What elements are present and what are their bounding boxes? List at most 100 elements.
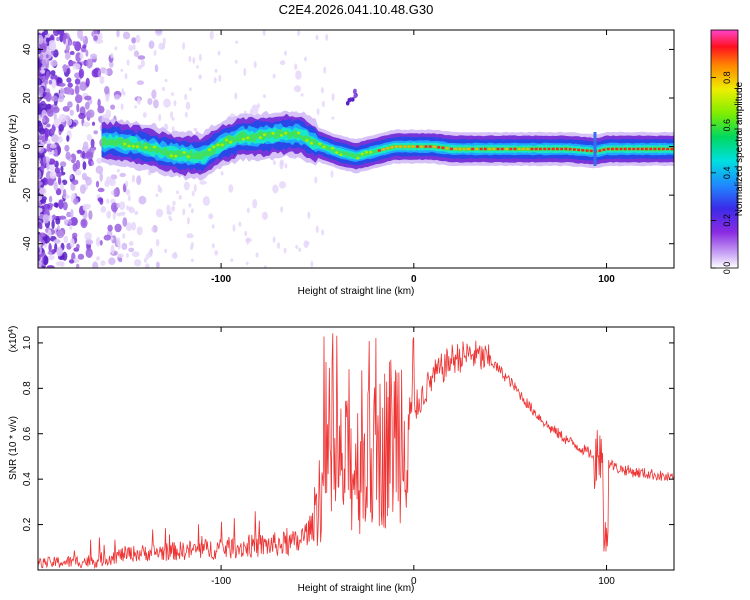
spectrogram-noise-cell [76, 243, 80, 250]
spectrogram-ridge-peak [271, 131, 275, 135]
spectrogram-noise-cell [38, 103, 45, 108]
spectrogram-noise-cell [128, 247, 135, 253]
spectrogram-noise-cell [51, 219, 55, 230]
spectrogram-ridge-peak [589, 149, 593, 153]
spectrogram-noise-cell [246, 237, 250, 245]
spectrogram-ridge-peak [386, 147, 390, 150]
spectrogram-noise-cell [126, 59, 130, 66]
spectrogram-noise-cell [155, 238, 160, 247]
spectrogram-noise-cell [182, 42, 186, 50]
spectrogram-noise-cell [198, 53, 202, 62]
spectrogram-noise-cell [111, 190, 114, 195]
spectrogram-noise-cell [198, 74, 202, 80]
spectrogram-noise-cell [82, 121, 91, 127]
spectrogram-noise-cell [300, 93, 304, 97]
snr-multiplier-exp: 4 [8, 329, 15, 333]
spectrogram-noise-cell [51, 95, 58, 102]
spectrogram-noise-cell [104, 86, 110, 95]
snr-y-tick-label: 0.8 [22, 381, 33, 395]
spectrogram-ridge-peak [517, 147, 521, 151]
spectrogram-noise-cell [46, 103, 52, 110]
spectrogram-noise-cell [184, 93, 188, 100]
spectrogram-noise-cell [234, 92, 238, 100]
spectrogram-noise-cell [56, 36, 60, 42]
spectrogram-noise-cell [74, 85, 80, 95]
spectrogram-ridge-peak [339, 153, 343, 157]
spectrogram-ridge-peak [458, 147, 462, 151]
spectrogram-noise-cell [99, 198, 104, 205]
spectrogram-noise-cell [190, 258, 194, 263]
spectrogram-noise-cell [331, 116, 335, 120]
spectrogram-noise-cell [196, 65, 199, 69]
snr-y-tick-label: 1.0 [22, 336, 33, 350]
spectrogram-ridge-peak [573, 148, 576, 151]
spectrogram-ridge-peak [284, 131, 288, 135]
spectrogram-noise-cell [72, 41, 77, 47]
spectrogram-noise-cell [122, 31, 131, 40]
snr-x-tick-label: 100 [598, 576, 615, 587]
spectrogram-noise-cell [125, 189, 131, 196]
spectrogram-ridge-peak [394, 145, 398, 148]
spectrogram-noise-cell [114, 223, 122, 233]
spectrogram-noise-cell [118, 257, 123, 263]
spectrogram-y-ticks: -40 -20 0 20 40 [22, 43, 674, 251]
spectrogram-noise-cell [110, 244, 115, 255]
spectrogram-noise-cell [67, 67, 71, 75]
spectrogram-noise-cell [234, 60, 238, 64]
spectrogram-noise-cell [162, 86, 165, 92]
spectrogram-ridge-peak [483, 147, 487, 151]
spectrogram-noise-cell [188, 87, 192, 92]
spectrogram-ridge-peak [467, 147, 470, 151]
spectrogram-noise-cell [49, 164, 55, 172]
spectrogram-ridge-peak [186, 155, 190, 159]
snr-y-tick-label: 0.2 [22, 517, 33, 531]
colorbar: 0.0 0.2 0.4 0.6 0.8 Normalized spectral ampl… [710, 29, 745, 274]
spectrogram-noise-cell [50, 143, 57, 149]
spectrogram-noise-cell [58, 215, 67, 220]
spectrogram-ridge-peak [330, 146, 335, 150]
spectrogram-noise-cell [49, 171, 57, 179]
spectrogram-ridge-peak [403, 145, 407, 148]
spectrogram-ridge-peak [169, 154, 173, 158]
spectrogram-noise-cell [164, 78, 168, 83]
spectrogram-noise-cell [67, 101, 73, 108]
spectrogram-ridge-peak [127, 144, 131, 148]
spectrogram-noise-cell [125, 180, 129, 188]
spectrogram-noise-cell [110, 202, 119, 213]
spectrogram-ridge-peak [479, 147, 483, 151]
spectrogram-noise-cell [52, 106, 60, 114]
spectrogram-noise-cell [72, 179, 79, 185]
spectrogram-noise-cell [136, 97, 141, 105]
spectrogram-ridge-peak [505, 147, 508, 151]
spectrogram-noise-cell [84, 101, 90, 110]
spectrogram-noise-cell [117, 242, 121, 250]
spectrogram-noise-cell [88, 210, 93, 220]
spectrogram-noise-cell [138, 195, 147, 205]
spectrogram-ridge-peak [500, 147, 504, 151]
colorbar-tick-label: 0.6 [722, 119, 732, 132]
spectrogram-noise-cell [58, 124, 64, 132]
spectrogram-noise-cell [50, 59, 58, 67]
spectrogram-noise-cell [38, 169, 42, 180]
spectrogram-noise-cell [116, 202, 120, 209]
spectrogram-noise-cell [66, 118, 73, 126]
spectrogram-noise-cell [99, 240, 103, 246]
spectrogram-x-tick-label: 100 [598, 274, 615, 285]
spectrogram-noise-cell [48, 79, 53, 85]
spectrogram-noise-cell [76, 149, 83, 154]
spectrogram-noise-cell [173, 251, 177, 258]
spectrogram-noise-cell [74, 169, 82, 176]
spectrogram-noise-cell [128, 44, 134, 52]
spectrogram-noise-cell [63, 219, 69, 226]
spectrogram-noise-cell [135, 34, 141, 44]
spectrogram-noise-cell [213, 77, 217, 84]
spectrogram-noise-cell [185, 101, 191, 110]
spectrogram-noise-cell [262, 94, 266, 99]
spectrogram-noise-cell [72, 122, 77, 127]
spectrogram-noise-cell [60, 182, 64, 192]
spectrogram-noise-cell [104, 70, 108, 75]
spectrogram-noise-cell [57, 225, 60, 231]
spectrogram-noise-cell [178, 195, 182, 200]
spectrogram-noise-cell [272, 73, 276, 79]
